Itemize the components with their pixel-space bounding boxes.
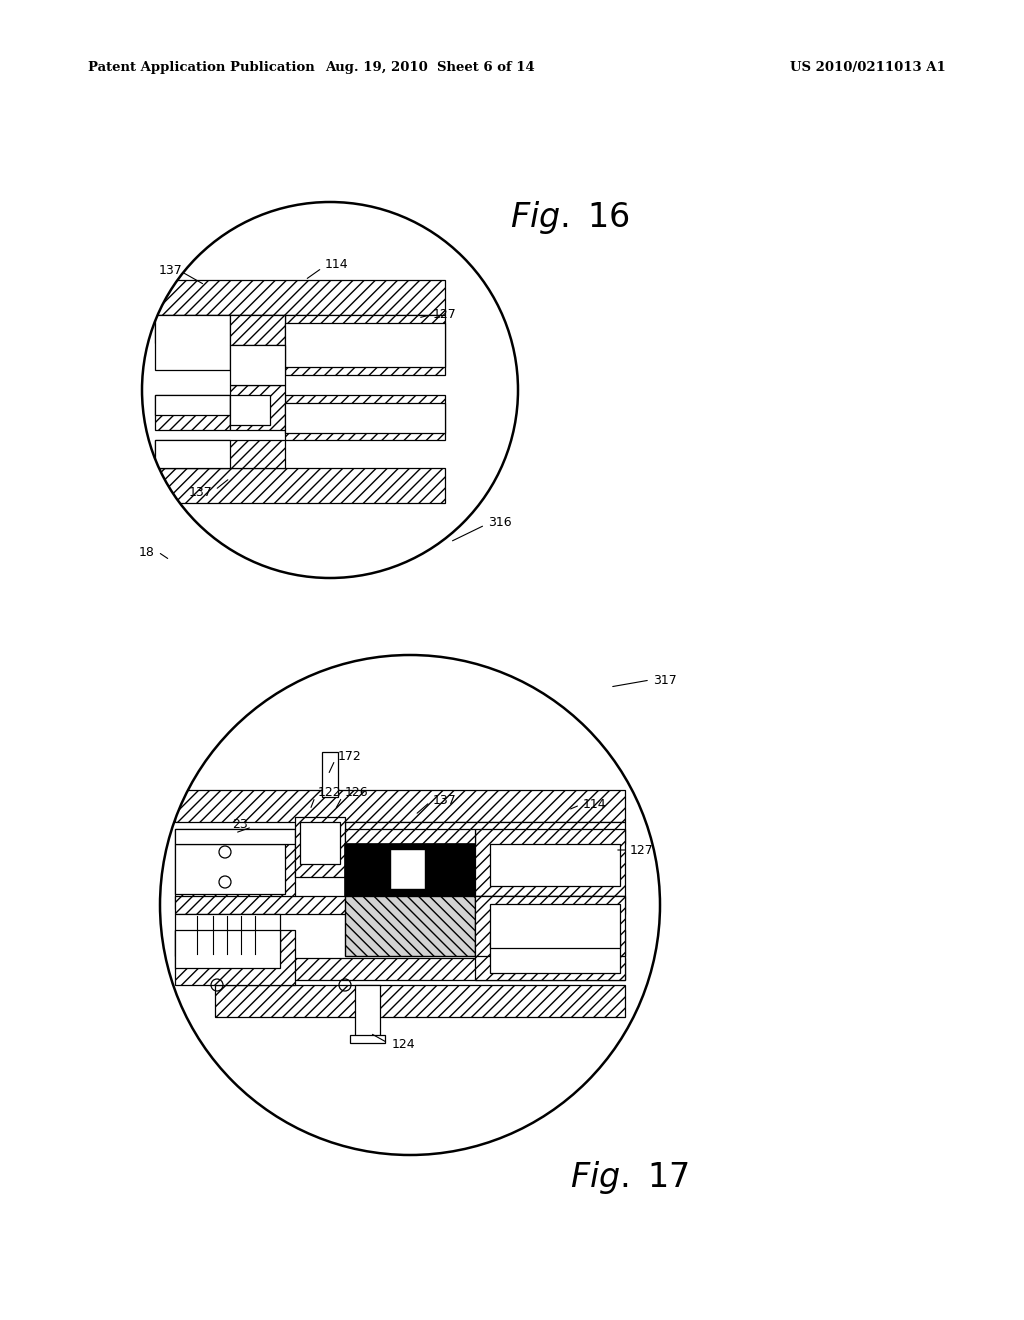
Bar <box>175 789 625 822</box>
Bar <box>490 904 620 948</box>
Text: 127: 127 <box>630 843 653 857</box>
Bar <box>475 829 625 896</box>
Text: Aug. 19, 2010  Sheet 6 of 14: Aug. 19, 2010 Sheet 6 of 14 <box>326 62 535 74</box>
Text: 316: 316 <box>488 516 512 529</box>
Bar <box>155 315 285 343</box>
Bar <box>345 829 475 843</box>
Bar <box>285 315 445 375</box>
Bar <box>490 935 620 973</box>
Text: 317: 317 <box>653 673 677 686</box>
Bar <box>175 931 280 968</box>
Bar <box>155 440 285 469</box>
Text: 137: 137 <box>433 793 457 807</box>
Bar <box>475 931 625 979</box>
Text: Patent Application Publication: Patent Application Publication <box>88 62 314 74</box>
Circle shape <box>142 202 518 578</box>
Bar <box>475 896 625 956</box>
Bar <box>155 280 445 315</box>
Bar <box>490 843 620 886</box>
Bar <box>175 843 285 894</box>
Bar <box>230 385 285 430</box>
Text: 127: 127 <box>433 309 457 322</box>
Bar <box>230 345 285 385</box>
Text: $\it{Fig.\ 16}$: $\it{Fig.\ 16}$ <box>510 199 630 236</box>
Bar <box>215 958 625 979</box>
Bar <box>155 469 445 503</box>
Bar <box>300 822 340 865</box>
Text: 122: 122 <box>318 787 342 800</box>
Bar <box>390 849 425 888</box>
Bar <box>215 985 625 1016</box>
Text: 137: 137 <box>159 264 182 276</box>
Text: 23: 23 <box>232 818 248 832</box>
Bar <box>175 896 625 913</box>
Circle shape <box>160 655 660 1155</box>
Bar <box>285 395 445 440</box>
Text: 126: 126 <box>345 787 369 800</box>
Text: 124: 124 <box>392 1039 416 1052</box>
Bar <box>155 440 230 469</box>
Bar <box>295 817 345 876</box>
Bar <box>345 843 475 896</box>
Bar <box>175 829 295 843</box>
Text: 114: 114 <box>325 259 348 272</box>
Text: 18: 18 <box>139 545 155 558</box>
Bar <box>285 323 445 367</box>
Bar <box>175 829 295 909</box>
Bar <box>175 913 280 956</box>
Bar <box>285 403 445 433</box>
Bar <box>230 315 285 345</box>
Bar <box>175 931 295 985</box>
Bar <box>345 822 625 843</box>
Text: $\it{Fig.\ 17}$: $\it{Fig.\ 17}$ <box>570 1159 689 1196</box>
Bar <box>155 395 230 430</box>
Text: 172: 172 <box>338 751 361 763</box>
Bar <box>155 315 230 370</box>
Text: 137: 137 <box>188 487 212 499</box>
Bar <box>230 395 270 425</box>
Text: 114: 114 <box>583 799 606 812</box>
Bar <box>155 395 230 414</box>
Text: US 2010/0211013 A1: US 2010/0211013 A1 <box>790 62 946 74</box>
Bar <box>322 752 338 797</box>
Bar <box>355 985 380 1040</box>
Bar <box>350 1035 385 1043</box>
Bar <box>345 896 475 956</box>
